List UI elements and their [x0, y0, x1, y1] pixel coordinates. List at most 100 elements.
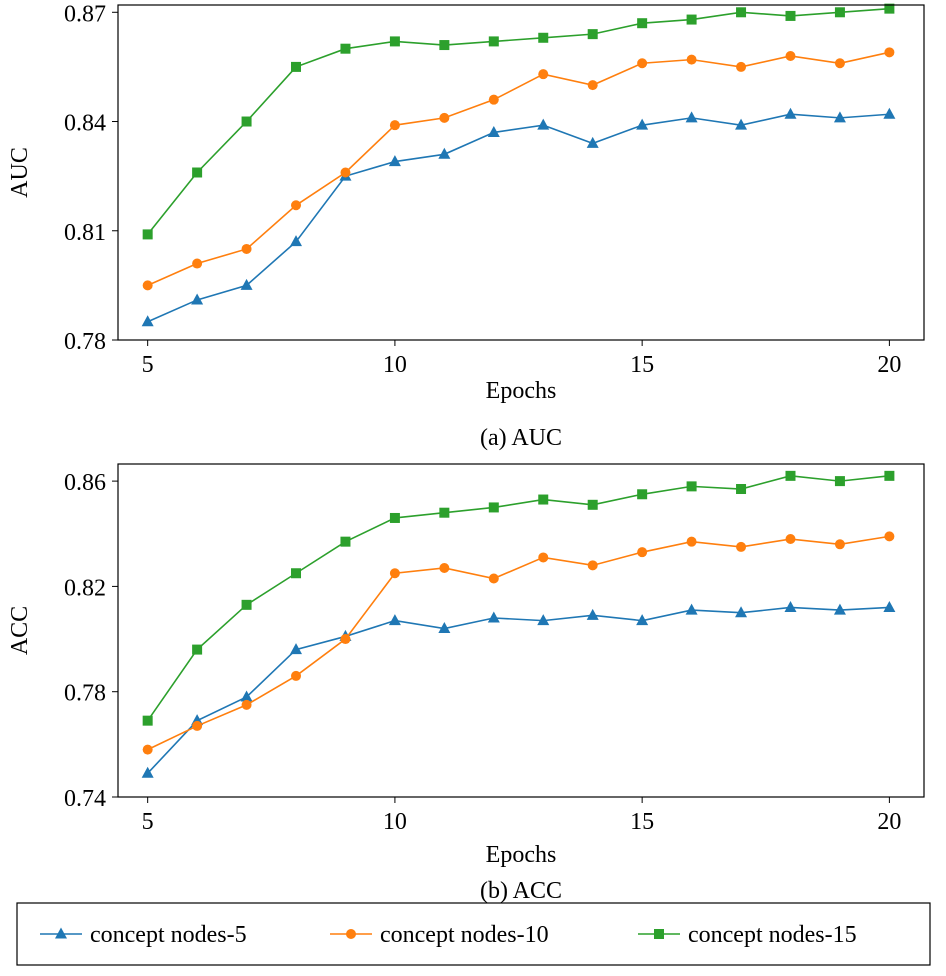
data-point [241, 599, 252, 610]
data-point [439, 562, 450, 573]
legend-marker [346, 929, 356, 939]
data-point [736, 7, 747, 18]
legend-marker [55, 927, 67, 939]
data-point [784, 107, 797, 119]
x-tick-label: 10 [383, 809, 407, 835]
data-point [290, 643, 303, 655]
data-point [241, 116, 252, 127]
data-point [291, 670, 302, 681]
x-tick-label: 5 [142, 352, 154, 378]
data-point [736, 61, 747, 72]
data-point [488, 94, 499, 105]
data-point [488, 36, 499, 47]
data-point [192, 720, 203, 731]
series-concept-nodes-10 [142, 531, 895, 755]
data-point [636, 614, 649, 626]
legend-item: concept nodes-5 [40, 922, 247, 948]
series-line [147, 606, 890, 774]
data-point [637, 18, 648, 29]
x-tick-label: 5 [142, 809, 154, 835]
y-tick-label: 0.78 [64, 329, 106, 355]
data-point [785, 470, 796, 481]
data-point [686, 14, 697, 25]
x-tick-label: 20 [877, 809, 901, 835]
data-point [538, 552, 549, 563]
data-point [637, 58, 648, 69]
series-line [147, 7, 890, 235]
data-point [637, 547, 648, 558]
data-point [240, 690, 253, 702]
plot-frame [117, 463, 925, 798]
series-concept-nodes-5 [141, 107, 896, 327]
data-point [735, 118, 748, 130]
data-point [488, 502, 499, 513]
data-point [735, 606, 748, 618]
data-point [291, 568, 302, 579]
data-point [340, 536, 351, 547]
data-point [389, 568, 400, 579]
legend-label: concept nodes-10 [380, 922, 549, 948]
data-point [537, 118, 550, 130]
data-point [142, 229, 153, 240]
data-point [192, 258, 203, 269]
data-point [587, 560, 598, 571]
data-point [884, 531, 895, 542]
chart-title: (a) AUC [480, 425, 562, 451]
data-point [785, 10, 796, 21]
data-point [142, 744, 153, 755]
data-point [884, 470, 895, 481]
data-point [537, 614, 550, 626]
series-concept-nodes-15 [142, 470, 895, 726]
data-point [438, 622, 451, 634]
data-point [290, 235, 303, 247]
series-line [147, 113, 890, 323]
data-point [439, 112, 450, 123]
data-point [736, 541, 747, 552]
data-point [141, 315, 154, 327]
data-point [637, 489, 648, 500]
legend-frame [16, 902, 931, 966]
data-point [636, 118, 649, 130]
x-axis-label: Epochs [486, 378, 557, 404]
data-point [784, 600, 797, 612]
data-point [240, 278, 253, 290]
data-point [686, 536, 697, 547]
data-point [340, 43, 351, 54]
y-tick-label: 0.81 [64, 220, 106, 246]
data-point [686, 481, 697, 492]
data-point [538, 69, 549, 80]
data-point [192, 644, 203, 655]
x-axis-label: Epochs [486, 842, 557, 868]
chart-acc: 5 10 15 20 0.74 0.78 0.82 0.86 Epochs ACC (b) ACC [7, 463, 925, 904]
legend-label: concept nodes-5 [90, 922, 247, 948]
data-point [340, 167, 351, 178]
data-point [241, 243, 252, 254]
data-point [142, 715, 153, 726]
data-point [389, 512, 400, 523]
data-point [439, 40, 450, 51]
series-concept-nodes-5 [141, 600, 896, 778]
x-tick-label: 15 [630, 809, 654, 835]
data-point [883, 107, 896, 119]
data-point [538, 32, 549, 43]
data-point [833, 603, 846, 615]
data-point [834, 539, 845, 550]
x-tick-label: 20 [877, 352, 901, 378]
data-point [736, 484, 747, 495]
y-tick-label: 0.87 [64, 1, 106, 27]
data-point [142, 280, 153, 291]
y-axis-label: ACC [7, 606, 33, 655]
data-point [884, 3, 895, 14]
x-tick-label: 10 [383, 352, 407, 378]
data-point [192, 167, 203, 178]
data-point [834, 7, 845, 18]
data-point [488, 573, 499, 584]
data-point [438, 147, 451, 159]
data-point [785, 534, 796, 545]
data-point [587, 499, 598, 510]
data-point [291, 61, 302, 72]
series-concept-nodes-15 [142, 3, 895, 240]
data-point [586, 608, 599, 620]
y-tick-label: 0.86 [64, 470, 106, 496]
